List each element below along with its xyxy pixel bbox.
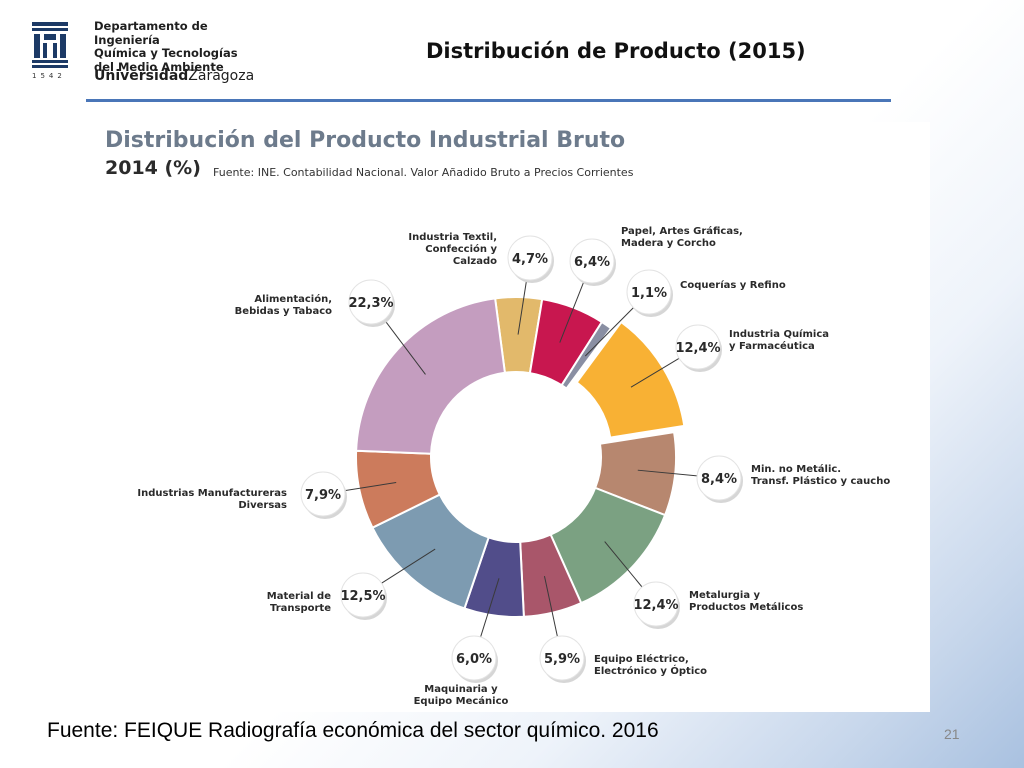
value-label: 5,9% <box>544 652 580 667</box>
leader-line <box>584 307 634 357</box>
category-label: Maquinaria y Equipo Mecánico <box>414 684 509 707</box>
value-label: 6,0% <box>456 652 492 667</box>
department-name: Departamento de Ingeniería Química y Tec… <box>94 19 270 74</box>
leader-line <box>383 319 426 375</box>
leader-line <box>630 357 680 388</box>
category-label: Industria Textil, Confección y Calzado <box>408 232 497 267</box>
category-label: Industrias Manufactureras Diversas <box>137 488 287 511</box>
leader-line <box>604 541 643 588</box>
value-label: 1,1% <box>631 286 667 301</box>
value-bubble <box>507 235 553 281</box>
value-label: 12,4% <box>675 341 720 356</box>
value-label: 22,3% <box>348 296 393 311</box>
value-label: 7,9% <box>305 488 341 503</box>
title-divider <box>86 99 891 102</box>
footer-source: Fuente: FEIQUE Radiografía económica del… <box>47 719 659 742</box>
chart-title: Distribución del Producto Industrial Bru… <box>105 128 626 153</box>
value-bubble <box>626 269 672 315</box>
chart-source: Fuente: INE. Contabilidad Nacional. Valo… <box>213 166 634 179</box>
category-label: Material de Transporte <box>267 591 331 614</box>
department-line: Departamento de Ingeniería <box>94 19 208 47</box>
value-label: 6,4% <box>574 255 610 270</box>
value-bubble <box>675 324 721 370</box>
university-logo: 1542 Departamento de Ingeniería Química … <box>28 18 270 86</box>
value-bubble <box>569 238 615 284</box>
university-name: UniversidadZaragoza <box>94 68 254 84</box>
donut-labels: 4,7% Industria Textil, Confección y Calzado… <box>137 225 890 707</box>
value-bubble <box>696 455 742 501</box>
value-label: 4,7% <box>512 252 548 267</box>
value-bubble <box>340 572 386 618</box>
value-bubble <box>633 581 679 627</box>
value-bubble <box>539 635 585 681</box>
leader-line <box>381 548 436 584</box>
value-bubble <box>300 471 346 517</box>
page-number: 21 <box>944 726 960 742</box>
university-name-bold: Universidad <box>94 68 189 84</box>
category-label: Papel, Artes Gráficas, Madera y Corcho <box>621 225 743 249</box>
value-bubble <box>348 279 394 325</box>
department-line: del Medio Ambiente <box>94 59 224 74</box>
value-label: 8,4% <box>701 472 737 487</box>
donut-slice <box>355 297 507 455</box>
slide-title: Distribución de Producto (2015) <box>426 39 806 63</box>
category-label: Coquerías y Refino <box>680 279 786 291</box>
value-bubble <box>451 635 497 681</box>
leader-line <box>517 279 528 335</box>
leader-line <box>480 578 500 638</box>
category-label: Metalurgia y Productos Metálicos <box>689 590 803 613</box>
category-label: Equipo Eléctrico, Electrónico y Óptico <box>594 653 707 677</box>
category-label: Industria Química y Farmacéutica <box>729 328 829 352</box>
logo-year: 1542 <box>32 72 66 80</box>
leader-line <box>559 281 585 343</box>
category-label: Alimentación, Bebidas y Tabaco <box>235 293 332 317</box>
donut-slices <box>355 296 686 618</box>
category-label: Min. no Metálic. Transf. Plástico y cauch… <box>751 463 890 487</box>
department-line: Química y Tecnologías <box>94 46 238 60</box>
donut-chart: 4,7% Industria Textil, Confección y Calzado… <box>137 225 890 707</box>
donut-slice <box>575 320 686 439</box>
leader-line <box>637 469 698 477</box>
chart-panel: Distribución del Producto Industrial Bru… <box>86 122 930 712</box>
value-label: 12,5% <box>340 589 385 604</box>
value-label: 12,4% <box>633 598 678 613</box>
chart-subtitle: 2014 (%) <box>105 157 201 179</box>
leader-line <box>344 481 397 492</box>
university-crest-icon <box>32 22 68 68</box>
university-name-rest: Zaragoza <box>188 68 255 84</box>
leader-line <box>543 576 558 637</box>
